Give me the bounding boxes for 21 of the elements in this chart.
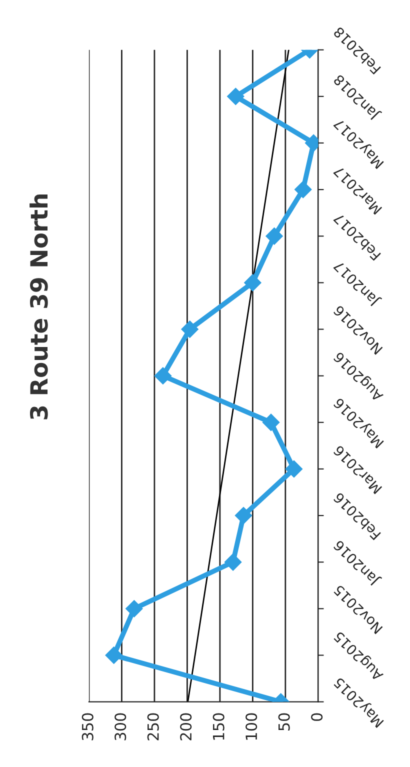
x-tick-label: 100 (246, 713, 258, 740)
x-tick-label: 150 (212, 713, 224, 740)
point (294, 181, 312, 198)
point (262, 414, 280, 431)
point (181, 320, 198, 338)
point (285, 460, 302, 478)
point (105, 646, 122, 664)
text: 3 Route 39 North (30, 194, 48, 420)
x-tick-label: 0 (311, 713, 323, 721)
point (227, 88, 244, 105)
point (244, 274, 262, 292)
x-tick-label: 50 (278, 713, 290, 730)
point (126, 600, 143, 618)
point (234, 506, 252, 524)
x-tick-label: 250 (147, 713, 159, 740)
x-tick-label: 200 (180, 713, 192, 740)
point (224, 554, 242, 571)
x-tick-label: 300 (114, 713, 126, 740)
x-tick-label: 350 (82, 713, 94, 740)
point (266, 228, 283, 245)
point (154, 367, 172, 384)
